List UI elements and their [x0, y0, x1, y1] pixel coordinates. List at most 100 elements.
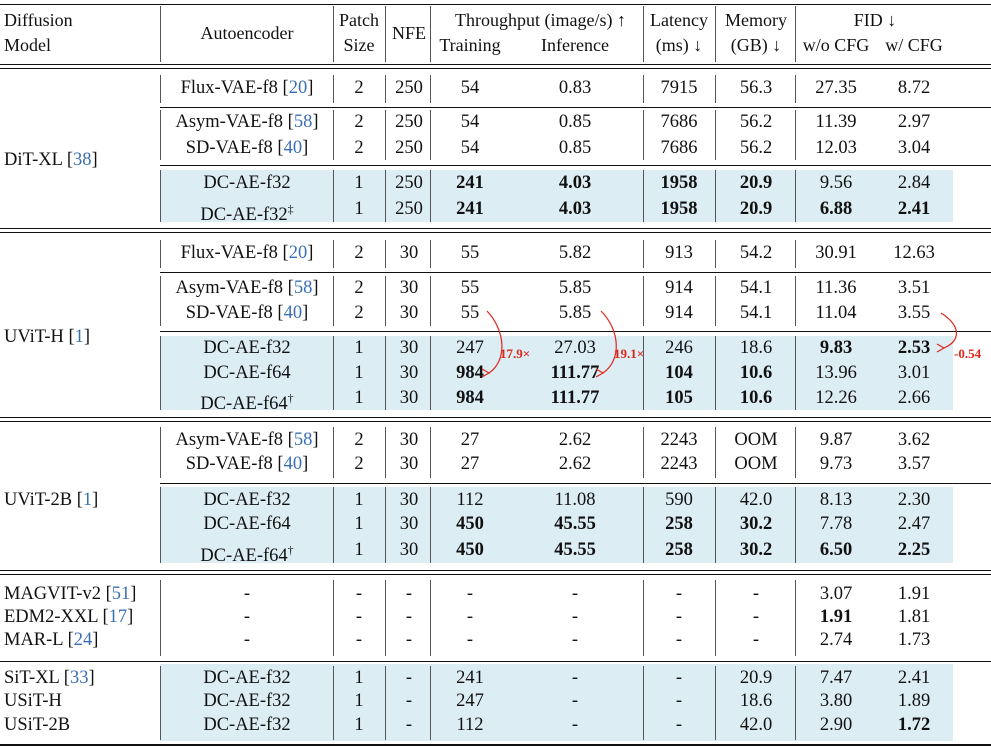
- patch-cell: 1: [354, 490, 364, 510]
- column-divider: [333, 487, 334, 563]
- model-edm2-xxl-citation[interactable]: 17: [108, 607, 128, 627]
- model-usit-2b: USiT-2B: [4, 714, 70, 736]
- model-magvit-v2: MAGVIT-v2 [51]: [4, 584, 137, 604]
- patch-cell: 1: [354, 715, 364, 735]
- lat-cell: 2243: [660, 430, 698, 450]
- column-divider: [160, 110, 161, 160]
- autoencoder-cell: Asym-VAE-f8 [58]: [175, 278, 319, 298]
- column-divider: [795, 276, 796, 326]
- header-rule-2: [0, 68, 991, 69]
- nfe-cell: 30: [399, 454, 419, 474]
- infer-cell: 0.85: [558, 138, 592, 158]
- train-cell: 55: [460, 278, 480, 298]
- column-divider: [643, 336, 644, 410]
- train-cell: 54: [460, 112, 480, 132]
- subgroup-rule: [160, 107, 991, 108]
- header-fid: FID ↓: [853, 10, 897, 30]
- autoencoder-cell-citation[interactable]: 58: [293, 112, 313, 132]
- mem-cell: 18.6: [739, 338, 773, 358]
- lat-cell: 914: [665, 303, 693, 323]
- infer-cell: -: [571, 715, 579, 735]
- model-dit-xl-text: DiT-XL: [4, 150, 63, 170]
- train-cell: 54: [460, 138, 480, 158]
- autoencoder-cell-citation[interactable]: 58: [293, 278, 313, 298]
- highlight-dc-ae-block: [160, 170, 953, 222]
- fid_w-cell: 2.97: [897, 112, 931, 132]
- header-inference: Inference: [541, 35, 609, 55]
- column-divider: [385, 170, 386, 222]
- model-sit-xl-citation[interactable]: 33: [69, 668, 89, 688]
- autoencoder-cell-text: Flux-VAE-f8: [180, 243, 278, 263]
- column-divider: [385, 75, 386, 103]
- mem-cell: 20.9: [739, 173, 773, 193]
- highlight-sit-block: [160, 664, 953, 741]
- lat-cell: 7686: [660, 112, 698, 132]
- column-divider: [430, 170, 431, 222]
- fid_w-cell: 3.01: [897, 363, 931, 383]
- column-divider: [795, 240, 796, 268]
- group-rule-2: [0, 421, 991, 422]
- header-memory: Memory: [725, 10, 787, 30]
- mem-cell: 42.0: [739, 490, 773, 510]
- model-dit-xl: DiT-XL [38]: [4, 150, 98, 170]
- autoencoder-cell-citation[interactable]: 20: [288, 243, 308, 263]
- model-edm2-xxl: EDM2-XXL [17]: [4, 607, 134, 627]
- column-divider: [160, 75, 161, 103]
- column-divider: [795, 427, 796, 478]
- model-dit-xl-citation[interactable]: 38: [73, 150, 92, 170]
- column-divider: [430, 276, 431, 326]
- patch-cell: 2: [354, 303, 364, 323]
- autoencoder-cell-citation[interactable]: 20: [288, 78, 308, 98]
- mem-cell: -: [752, 630, 760, 650]
- mem-cell: 54.1: [739, 278, 773, 298]
- model-mar-l-citation[interactable]: 24: [73, 630, 93, 650]
- autoencoder-cell-text: Asym-VAE-f8: [175, 112, 284, 132]
- column-divider: [385, 487, 386, 563]
- column-divider: [643, 240, 644, 268]
- column-divider: [385, 110, 386, 160]
- model-uvit-h-citation[interactable]: 1: [74, 327, 84, 347]
- fid_wo-cell: 30.91: [815, 243, 857, 263]
- autoencoder-cell-citation[interactable]: 40: [283, 454, 303, 474]
- autoencoder-cell-citation[interactable]: 40: [283, 138, 303, 158]
- nfe-cell: 30: [399, 363, 419, 383]
- mem-cell: 56.3: [739, 78, 773, 98]
- autoencoder-cell: Asym-VAE-f8 [58]: [175, 112, 319, 132]
- nfe-cell: -: [405, 607, 413, 627]
- model-magvit-v2-citation[interactable]: 51: [111, 584, 131, 604]
- train-cell: 241: [456, 199, 484, 219]
- header-training: Training: [439, 35, 501, 55]
- subgroup-rule: [160, 165, 991, 166]
- mem-cell: 10.6: [739, 388, 773, 408]
- subgroup-rule: [160, 331, 991, 332]
- column-divider: [795, 110, 796, 160]
- training-speedup-arrow: [486, 310, 503, 374]
- column-divider: [160, 170, 161, 222]
- nfe-cell: 30: [399, 243, 419, 263]
- column-divider: [160, 276, 161, 326]
- lat-cell: 105: [665, 388, 693, 408]
- lat-cell: -: [675, 668, 683, 688]
- train-cell: 27: [460, 454, 480, 474]
- column-divider: [385, 240, 386, 268]
- infer-cell: 27.03: [554, 338, 596, 358]
- model-uvit-2b-text: UViT-2B: [4, 490, 73, 510]
- column-divider: [715, 666, 716, 740]
- column-divider: [430, 240, 431, 268]
- autoencoder-cell: DC-AE-f32: [137, 337, 357, 359]
- model-usit-2b-text: USiT-2B: [4, 715, 71, 735]
- column-divider: [385, 336, 386, 410]
- fid_wo-cell: 2.90: [819, 715, 853, 735]
- train-cell: 450: [456, 514, 484, 534]
- fid_w-cell: 3.04: [897, 138, 931, 158]
- train-cell: 984: [456, 388, 484, 408]
- column-divider: [385, 666, 386, 740]
- column-divider: [333, 170, 334, 222]
- model-uvit-2b-citation[interactable]: 1: [82, 490, 93, 510]
- autoencoder-cell: DC-AE-f32: [137, 172, 357, 194]
- lat-cell: -: [675, 715, 683, 735]
- fid_wo-cell: 3.80: [819, 691, 853, 711]
- autoencoder-cell-citation[interactable]: 40: [283, 303, 303, 323]
- autoencoder-cell-citation[interactable]: 58: [293, 430, 313, 450]
